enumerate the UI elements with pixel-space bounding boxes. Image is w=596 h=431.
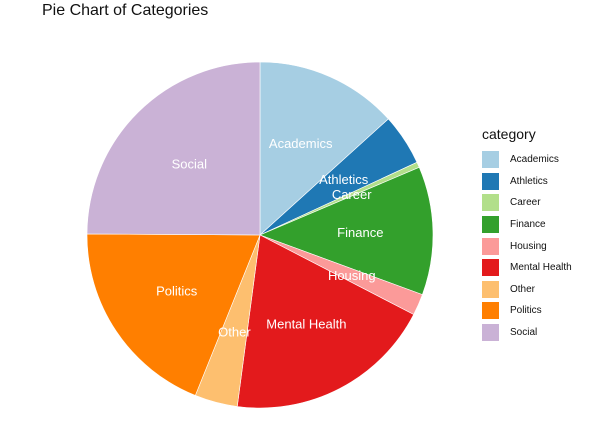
legend-item-mental-health: Mental Health: [482, 257, 572, 279]
legend-key-mental-health: [482, 259, 499, 277]
legend-item-social: Social: [482, 322, 572, 344]
legend-label-academics: Academics: [510, 154, 559, 166]
legend-item-other: Other: [482, 279, 572, 301]
legend-key-housing: [482, 237, 499, 255]
legend-label-career: Career: [510, 197, 541, 209]
legend-label-other: Other: [510, 283, 536, 295]
slice-label-mental-health: Mental Health: [266, 317, 346, 332]
slice-label-social: Social: [172, 156, 208, 171]
slice-label-academics: Academics: [269, 136, 333, 151]
legend-item-housing: Housing: [482, 235, 572, 257]
legend-key-athletics: [482, 172, 499, 190]
legend-label-finance: Finance: [510, 219, 546, 231]
slice-label-athletics: Athletics: [319, 172, 369, 187]
legend-key-academics: [482, 151, 499, 169]
slice-label-politics: Politics: [156, 283, 198, 298]
legend-title: category: [482, 126, 536, 142]
legend-label-mental-health: Mental Health: [510, 262, 572, 274]
legend-key-other: [482, 280, 499, 298]
pie-slice-academics: [259, 61, 389, 236]
legend-item-athletics: Athletics: [482, 171, 572, 193]
legend: category Academics Athletics Career Finance…: [482, 126, 572, 343]
legend-item-politics: Politics: [482, 300, 572, 322]
chart-title: Pie Chart of Categories: [42, 2, 209, 19]
pie-slice-mental-health: [236, 234, 415, 409]
legend-label-athletics: Athletics: [510, 175, 548, 187]
legend-label-social: Social: [510, 327, 538, 339]
legend-item-finance: Finance: [482, 214, 572, 236]
slice-label-finance: Finance: [337, 225, 383, 240]
pie-slice-social: [86, 61, 261, 236]
legend-key-social: [482, 324, 499, 342]
legend-item-academics: Academics: [482, 149, 572, 171]
legend-label-politics: Politics: [510, 305, 542, 317]
pie-slice-politics: [86, 233, 261, 396]
slice-label-career: Career: [332, 187, 372, 202]
pie-slice-finance: [259, 166, 434, 296]
slice-label-housing: Housing: [328, 268, 376, 283]
legend-key-politics: [482, 302, 499, 320]
legend-key-career: [482, 194, 499, 212]
slice-label-other: Other: [218, 325, 251, 340]
legend-item-career: Career: [482, 192, 572, 214]
legend-label-housing: Housing: [510, 240, 547, 252]
legend-key-finance: [482, 216, 499, 234]
